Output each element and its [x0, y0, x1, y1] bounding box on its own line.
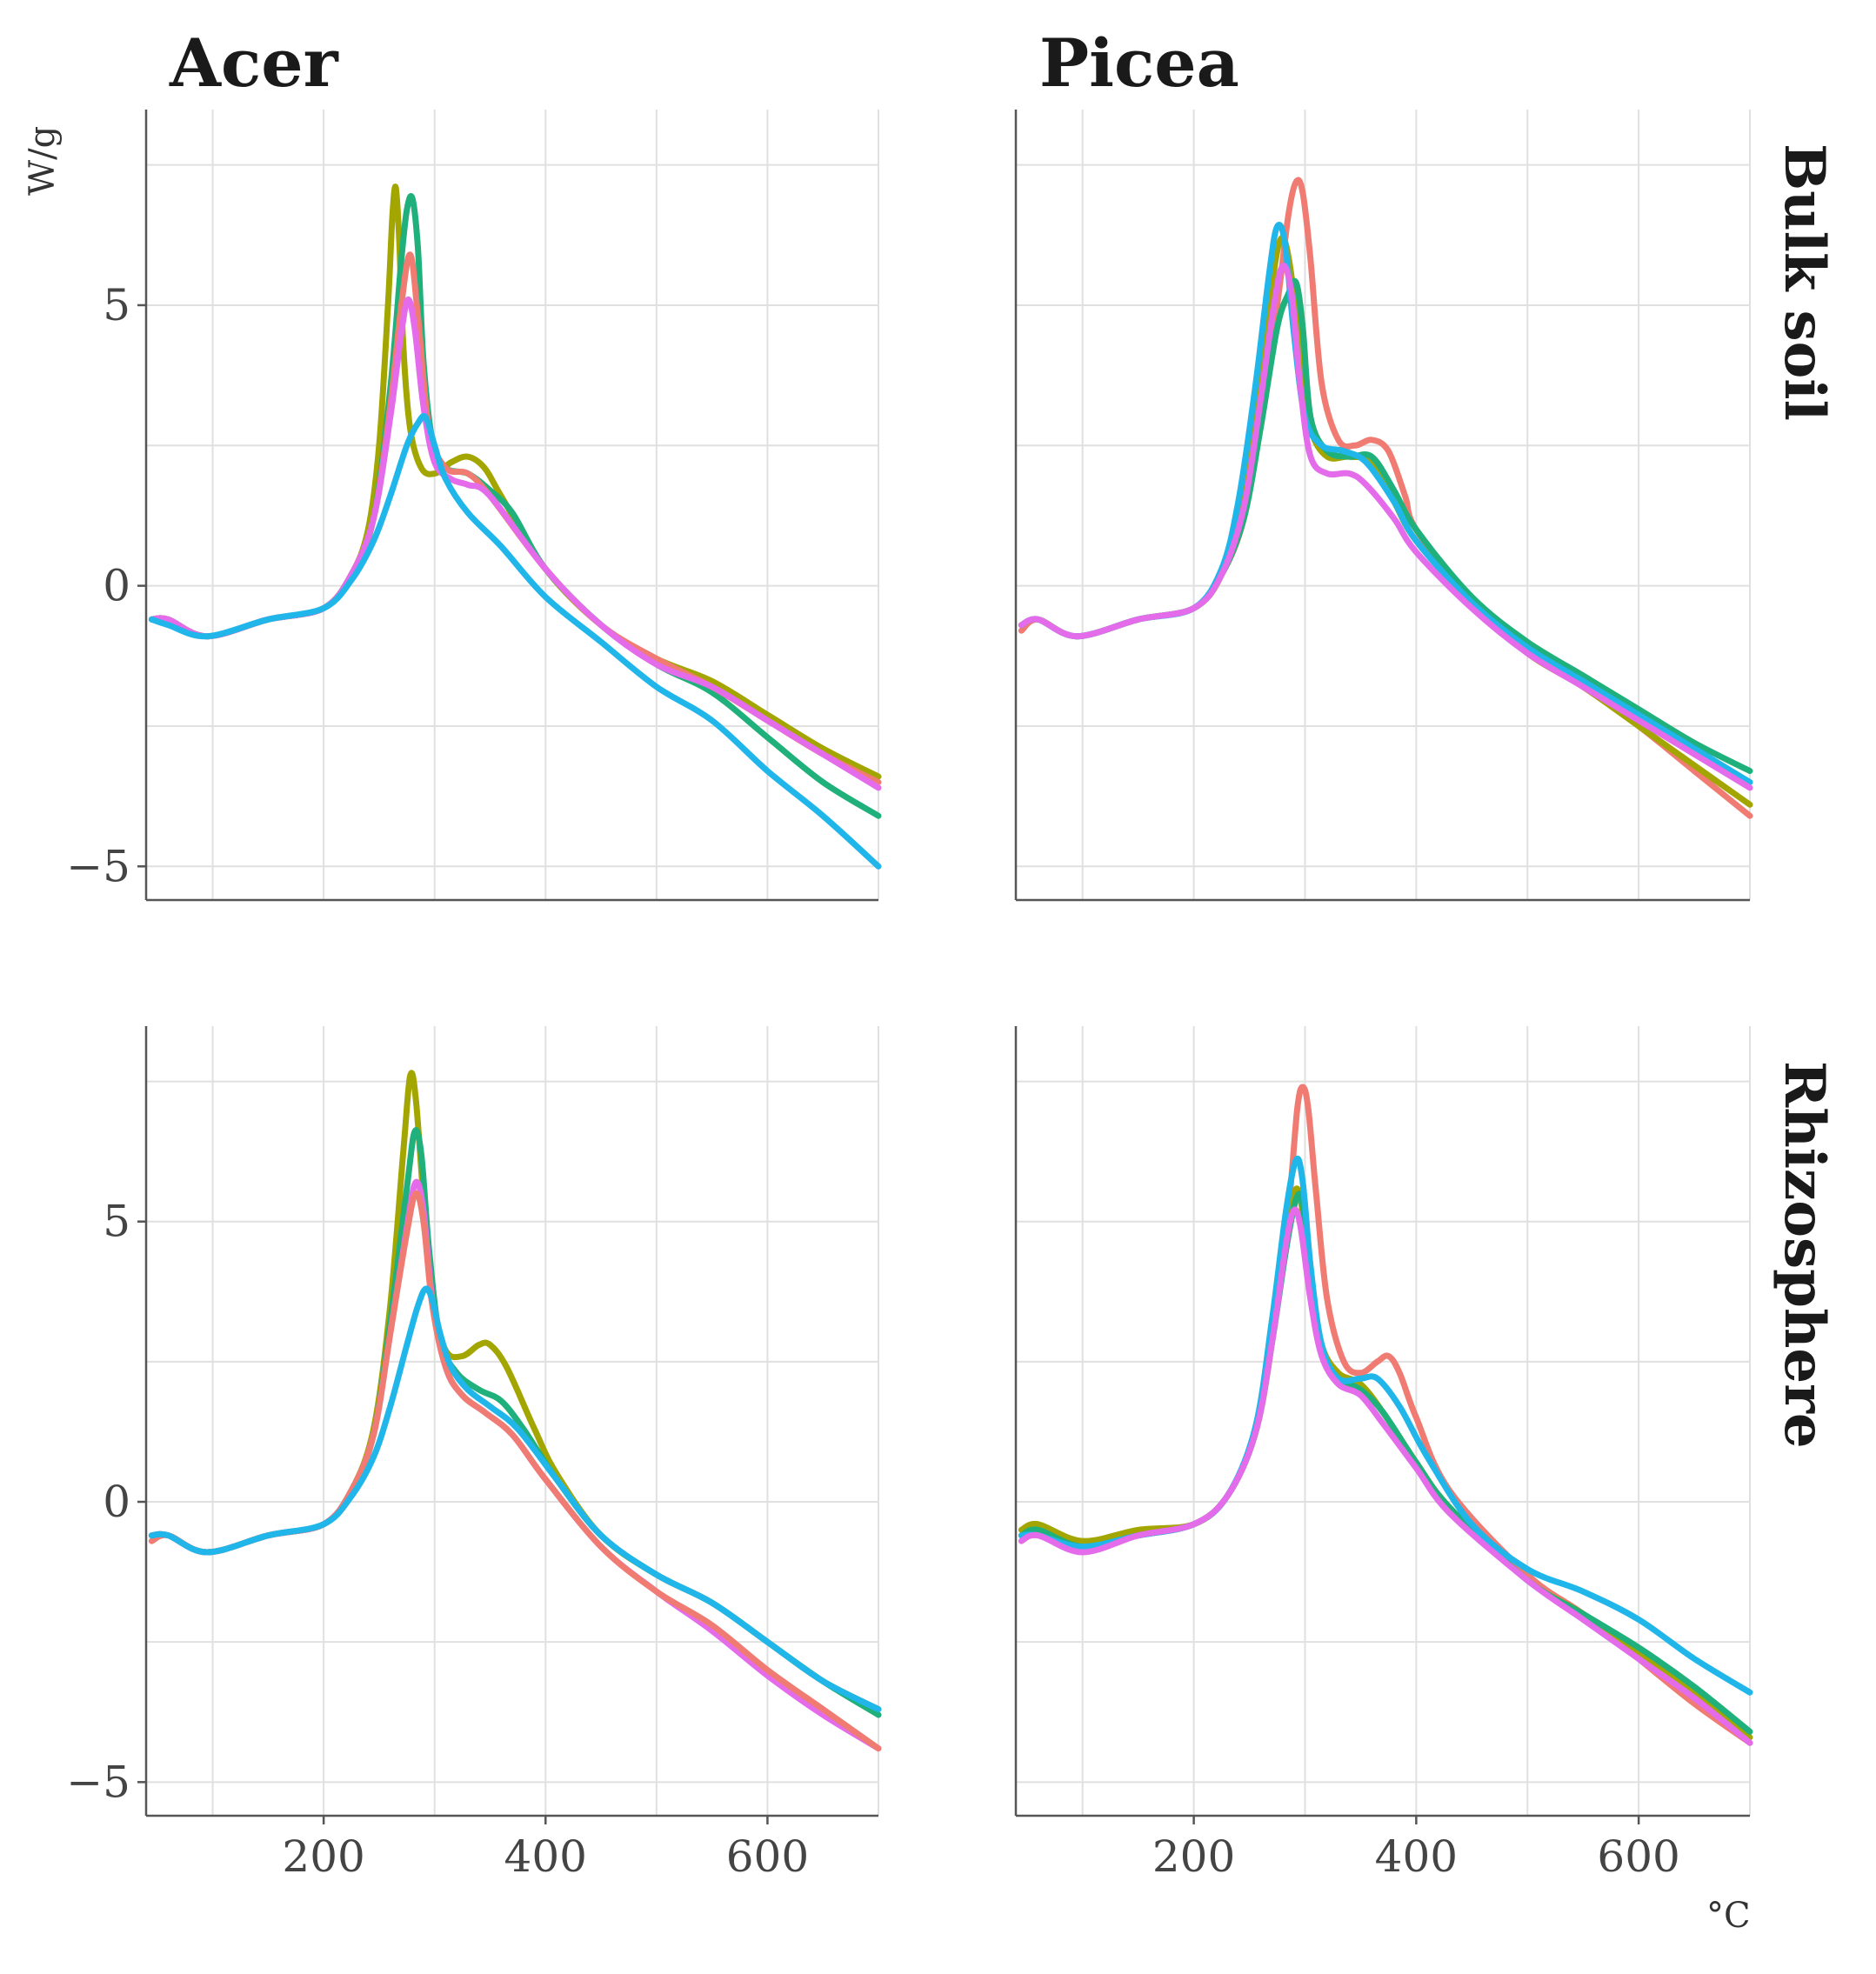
series-line-red-acer-rhizosphere [148, 1190, 882, 1752]
series-line-magenta-picea-bulk-soil [1018, 263, 1753, 791]
series-line-blue-acer-bulk-soil [148, 413, 882, 870]
x-axis-label: °C [1706, 1896, 1751, 1936]
y-tick-label-2-acer-bulk-soil: 5 [103, 280, 130, 330]
series-line-olive-acer-bulk-soil [148, 183, 882, 780]
series-line-olive-picea-rhizosphere [1018, 1185, 1753, 1741]
y-tick-label-0-acer-bulk-soil: −5 [66, 841, 130, 891]
series-line-olive-acer-rhizosphere [148, 1070, 882, 1712]
column-title-acer: Acer [170, 24, 338, 102]
series-line-blue-acer-rhizosphere [148, 1285, 882, 1712]
y-tick-label-0-acer-rhizosphere: −5 [66, 1757, 130, 1807]
series-line-green-picea-rhizosphere [1018, 1190, 1753, 1735]
y-tick-label-1-acer-bulk-soil: 0 [103, 561, 130, 611]
column-title-picea: Picea [1039, 24, 1239, 102]
x-tick-label-400-acer-rhizosphere: 400 [504, 1831, 587, 1882]
x-tick-label-600-picea-rhizosphere: 600 [1597, 1831, 1679, 1882]
y-tick-label-2-acer-rhizosphere: 5 [103, 1197, 130, 1247]
x-tick-label-200-acer-rhizosphere: 200 [282, 1831, 364, 1882]
x-tick-label-200-picea-rhizosphere: 200 [1152, 1831, 1235, 1882]
x-tick-label-400-picea-rhizosphere: 400 [1375, 1831, 1458, 1882]
series-line-green-picea-bulk-soil [1018, 277, 1753, 775]
series-line-magenta-picea-rhizosphere [1018, 1206, 1753, 1746]
y-tick-label-1-acer-rhizosphere: 0 [103, 1477, 130, 1527]
x-tick-label-600-acer-rhizosphere: 600 [726, 1831, 809, 1882]
series-line-magenta-acer-rhizosphere [148, 1178, 882, 1752]
